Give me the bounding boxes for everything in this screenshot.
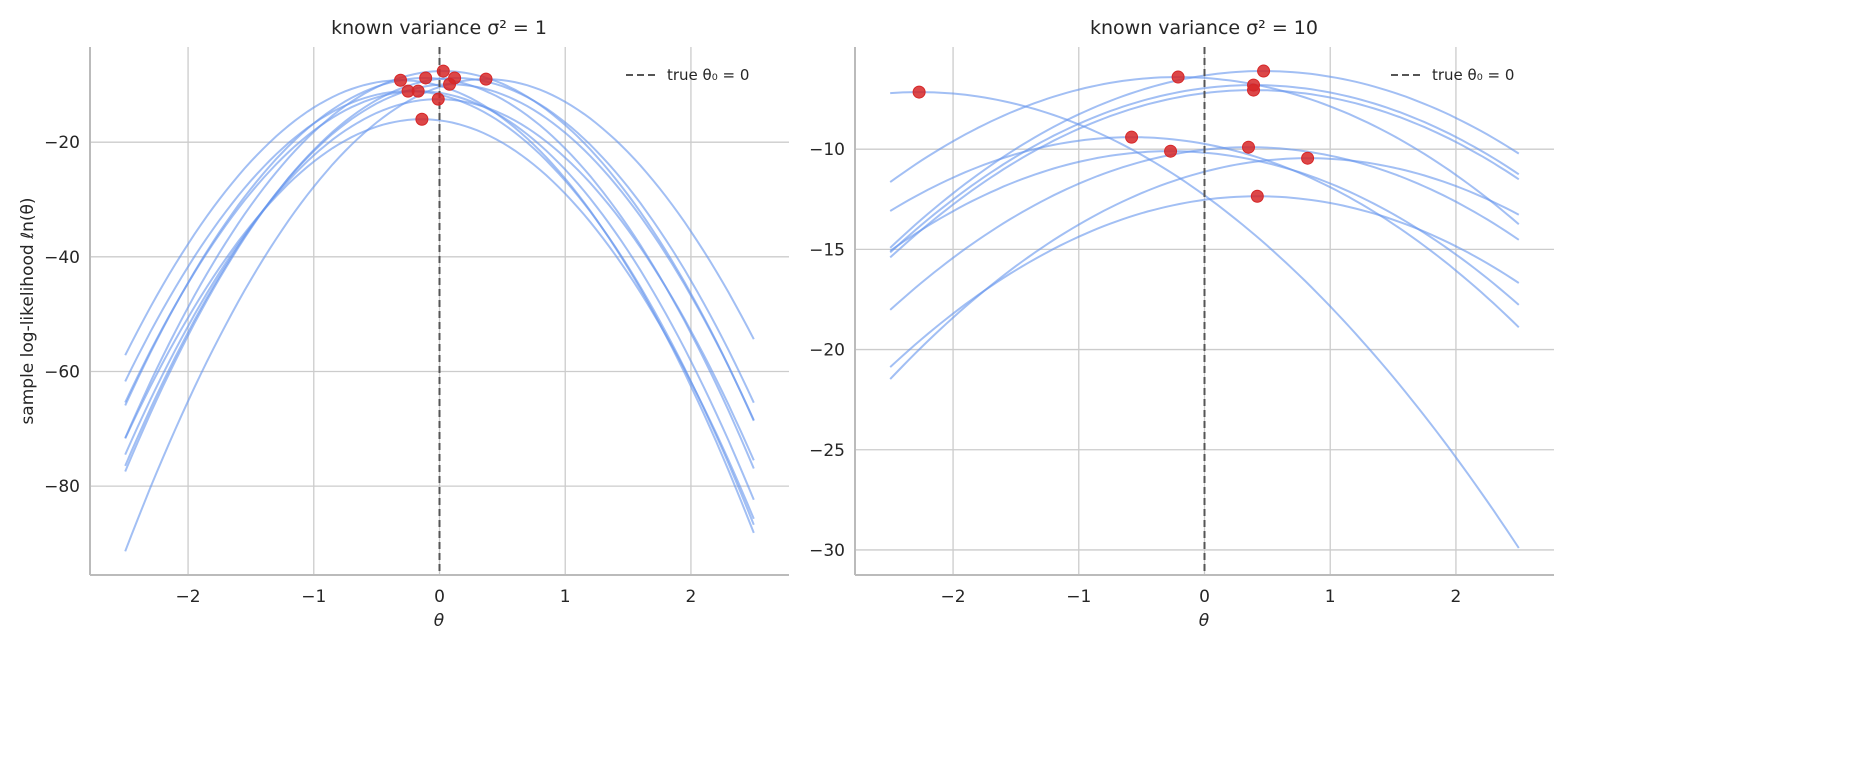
mle-point <box>394 73 408 87</box>
y-tick-label: −40 <box>44 248 80 268</box>
mle-point <box>1257 64 1271 78</box>
left-legend-label: true θ₀ = 0 <box>667 66 749 84</box>
log-likelihood-curve <box>124 77 755 472</box>
x-tick-label: −2 <box>941 587 966 607</box>
y-tick-label: −20 <box>809 341 845 361</box>
y-tick-label: −25 <box>809 441 845 461</box>
y-tick-label: −20 <box>44 133 80 153</box>
y-tick-label: −60 <box>44 362 80 382</box>
y-tick-label: −15 <box>809 240 845 260</box>
log-likelihood-curve <box>889 195 1520 368</box>
x-tick-label: 1 <box>1325 587 1336 607</box>
mle-point <box>912 85 926 99</box>
x-tick-label: 1 <box>560 587 571 607</box>
mle-point <box>1171 70 1185 84</box>
log-likelihood-curve <box>124 118 755 520</box>
mle-point <box>479 72 493 86</box>
mle-point <box>431 92 445 106</box>
mle-point <box>1164 144 1178 158</box>
mle-point <box>1242 140 1256 154</box>
mle-point <box>1247 83 1261 97</box>
y-tick-label: −80 <box>44 477 80 497</box>
x-tick-label: 2 <box>686 587 697 607</box>
left-panel: −2 −1 0 1 2 −20 −40 −60 −80 <box>44 47 789 607</box>
right-panel: −2 −1 0 1 2−10−15−20−25−30 <box>809 47 1554 607</box>
left-title: known variance σ² = 1 <box>331 17 547 39</box>
mle-point <box>448 71 462 85</box>
log-likelihood-curve <box>889 136 1520 329</box>
mle-point <box>415 112 429 126</box>
x-tick-label: −1 <box>1066 587 1091 607</box>
right-xlabel: θ <box>1199 611 1210 631</box>
left-xlabel: θ <box>434 611 445 631</box>
mle-point <box>1125 130 1139 144</box>
left-ylabel: sample log-likelihood ℓn(θ) <box>18 197 38 424</box>
y-tick-label: −30 <box>809 541 845 561</box>
right-title: known variance σ² = 10 <box>1090 17 1318 39</box>
x-tick-label: 0 <box>434 587 445 607</box>
y-tick-label: −10 <box>809 140 845 160</box>
mle-point <box>419 71 433 85</box>
log-likelihood-curve <box>889 84 1520 254</box>
x-tick-label: 2 <box>1451 587 1462 607</box>
log-likelihood-curve <box>889 76 1520 225</box>
x-tick-label: −2 <box>176 587 201 607</box>
x-tick-label: −1 <box>301 587 326 607</box>
mle-point <box>1250 189 1264 203</box>
x-tick-label: 0 <box>1199 587 1210 607</box>
right-legend-label: true θ₀ = 0 <box>1432 66 1514 84</box>
mle-point <box>436 64 450 78</box>
mle-point <box>1301 151 1315 165</box>
mle-point <box>411 84 425 98</box>
